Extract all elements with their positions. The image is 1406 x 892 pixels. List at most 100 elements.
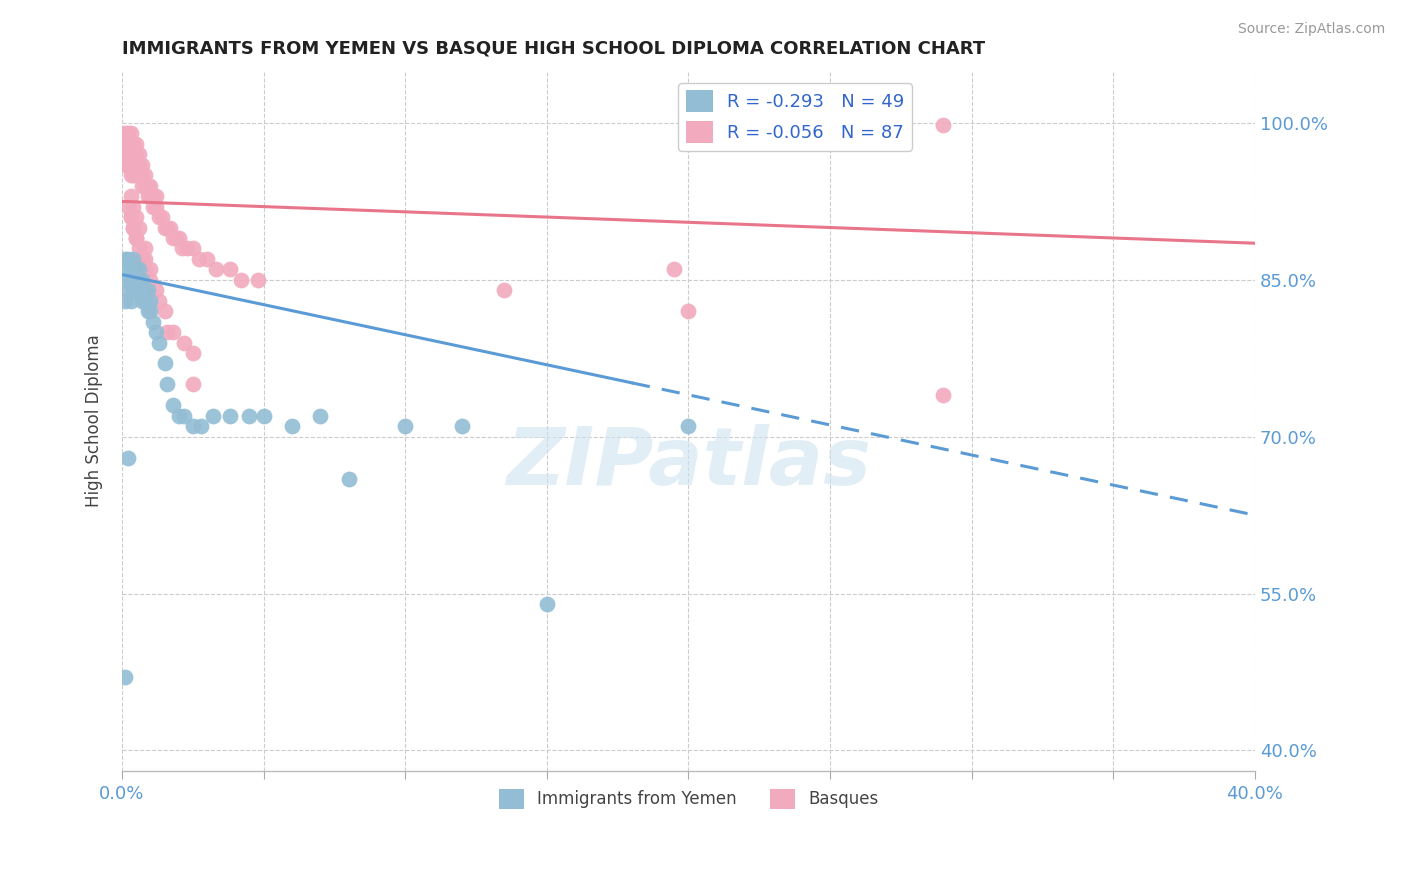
Point: [117, 283, 139, 297]
Point: [122, 200, 145, 214]
Point: [117, 136, 139, 151]
Point: [122, 220, 145, 235]
Point: [167, 231, 190, 245]
Point: [114, 252, 136, 266]
Point: [173, 409, 195, 423]
Point: [148, 293, 170, 308]
Point: [190, 419, 212, 434]
Point: [134, 262, 156, 277]
Point: [195, 252, 218, 266]
Point: [162, 231, 184, 245]
Point: [131, 273, 153, 287]
Point: [117, 147, 139, 161]
Point: [139, 293, 162, 308]
Point: [181, 419, 204, 434]
Point: [128, 242, 150, 256]
Point: [134, 283, 156, 297]
Point: [131, 293, 153, 308]
Point: [125, 210, 148, 224]
Point: [678, 419, 700, 434]
Point: [125, 168, 148, 182]
Legend: Immigrants from Yemen, Basques: Immigrants from Yemen, Basques: [492, 782, 884, 815]
Point: [451, 419, 474, 434]
Point: [139, 273, 162, 287]
Point: [117, 158, 139, 172]
Point: [134, 252, 156, 266]
Point: [139, 262, 162, 277]
Point: [117, 262, 139, 277]
Point: [153, 304, 176, 318]
Point: [145, 283, 167, 297]
Point: [122, 283, 145, 297]
Point: [136, 178, 159, 193]
Point: [120, 293, 142, 308]
Point: [128, 273, 150, 287]
Point: [122, 252, 145, 266]
Point: [139, 178, 162, 193]
Point: [145, 200, 167, 214]
Point: [131, 158, 153, 172]
Point: [117, 450, 139, 465]
Point: [125, 273, 148, 287]
Point: [142, 189, 165, 203]
Point: [122, 262, 145, 277]
Point: [145, 325, 167, 339]
Point: [932, 388, 955, 402]
Point: [309, 409, 332, 423]
Point: [114, 273, 136, 287]
Point: [394, 419, 416, 434]
Point: [120, 262, 142, 277]
Point: [122, 147, 145, 161]
Point: [131, 168, 153, 182]
Point: [125, 262, 148, 277]
Point: [120, 158, 142, 172]
Point: [156, 220, 179, 235]
Text: IMMIGRANTS FROM YEMEN VS BASQUE HIGH SCHOOL DIPLOMA CORRELATION CHART: IMMIGRANTS FROM YEMEN VS BASQUE HIGH SCH…: [122, 40, 986, 58]
Point: [201, 409, 224, 423]
Point: [162, 325, 184, 339]
Point: [165, 231, 187, 245]
Point: [117, 252, 139, 266]
Point: [136, 189, 159, 203]
Point: [664, 262, 686, 277]
Point: [114, 293, 136, 308]
Point: [136, 283, 159, 297]
Point: [128, 220, 150, 235]
Point: [120, 210, 142, 224]
Point: [131, 252, 153, 266]
Point: [120, 189, 142, 203]
Text: Source: ZipAtlas.com: Source: ZipAtlas.com: [1237, 22, 1385, 37]
Point: [218, 262, 240, 277]
Point: [148, 210, 170, 224]
Point: [114, 147, 136, 161]
Point: [139, 304, 162, 318]
Point: [125, 231, 148, 245]
Point: [246, 273, 269, 287]
Point: [494, 283, 516, 297]
Point: [131, 178, 153, 193]
Point: [145, 189, 167, 203]
Point: [128, 158, 150, 172]
Point: [176, 242, 198, 256]
Point: [156, 325, 179, 339]
Point: [159, 220, 181, 235]
Point: [150, 210, 173, 224]
Point: [125, 231, 148, 245]
Point: [122, 136, 145, 151]
Point: [120, 127, 142, 141]
Point: [120, 273, 142, 287]
Point: [142, 315, 165, 329]
Point: [114, 670, 136, 684]
Point: [128, 262, 150, 277]
Point: [128, 147, 150, 161]
Point: [229, 273, 252, 287]
Point: [120, 168, 142, 182]
Point: [128, 168, 150, 182]
Y-axis label: High School Diploma: High School Diploma: [86, 334, 103, 508]
Point: [281, 419, 304, 434]
Point: [153, 356, 176, 370]
Point: [134, 242, 156, 256]
Point: [125, 158, 148, 172]
Point: [678, 118, 700, 132]
Text: ZIPatlas: ZIPatlas: [506, 424, 870, 502]
